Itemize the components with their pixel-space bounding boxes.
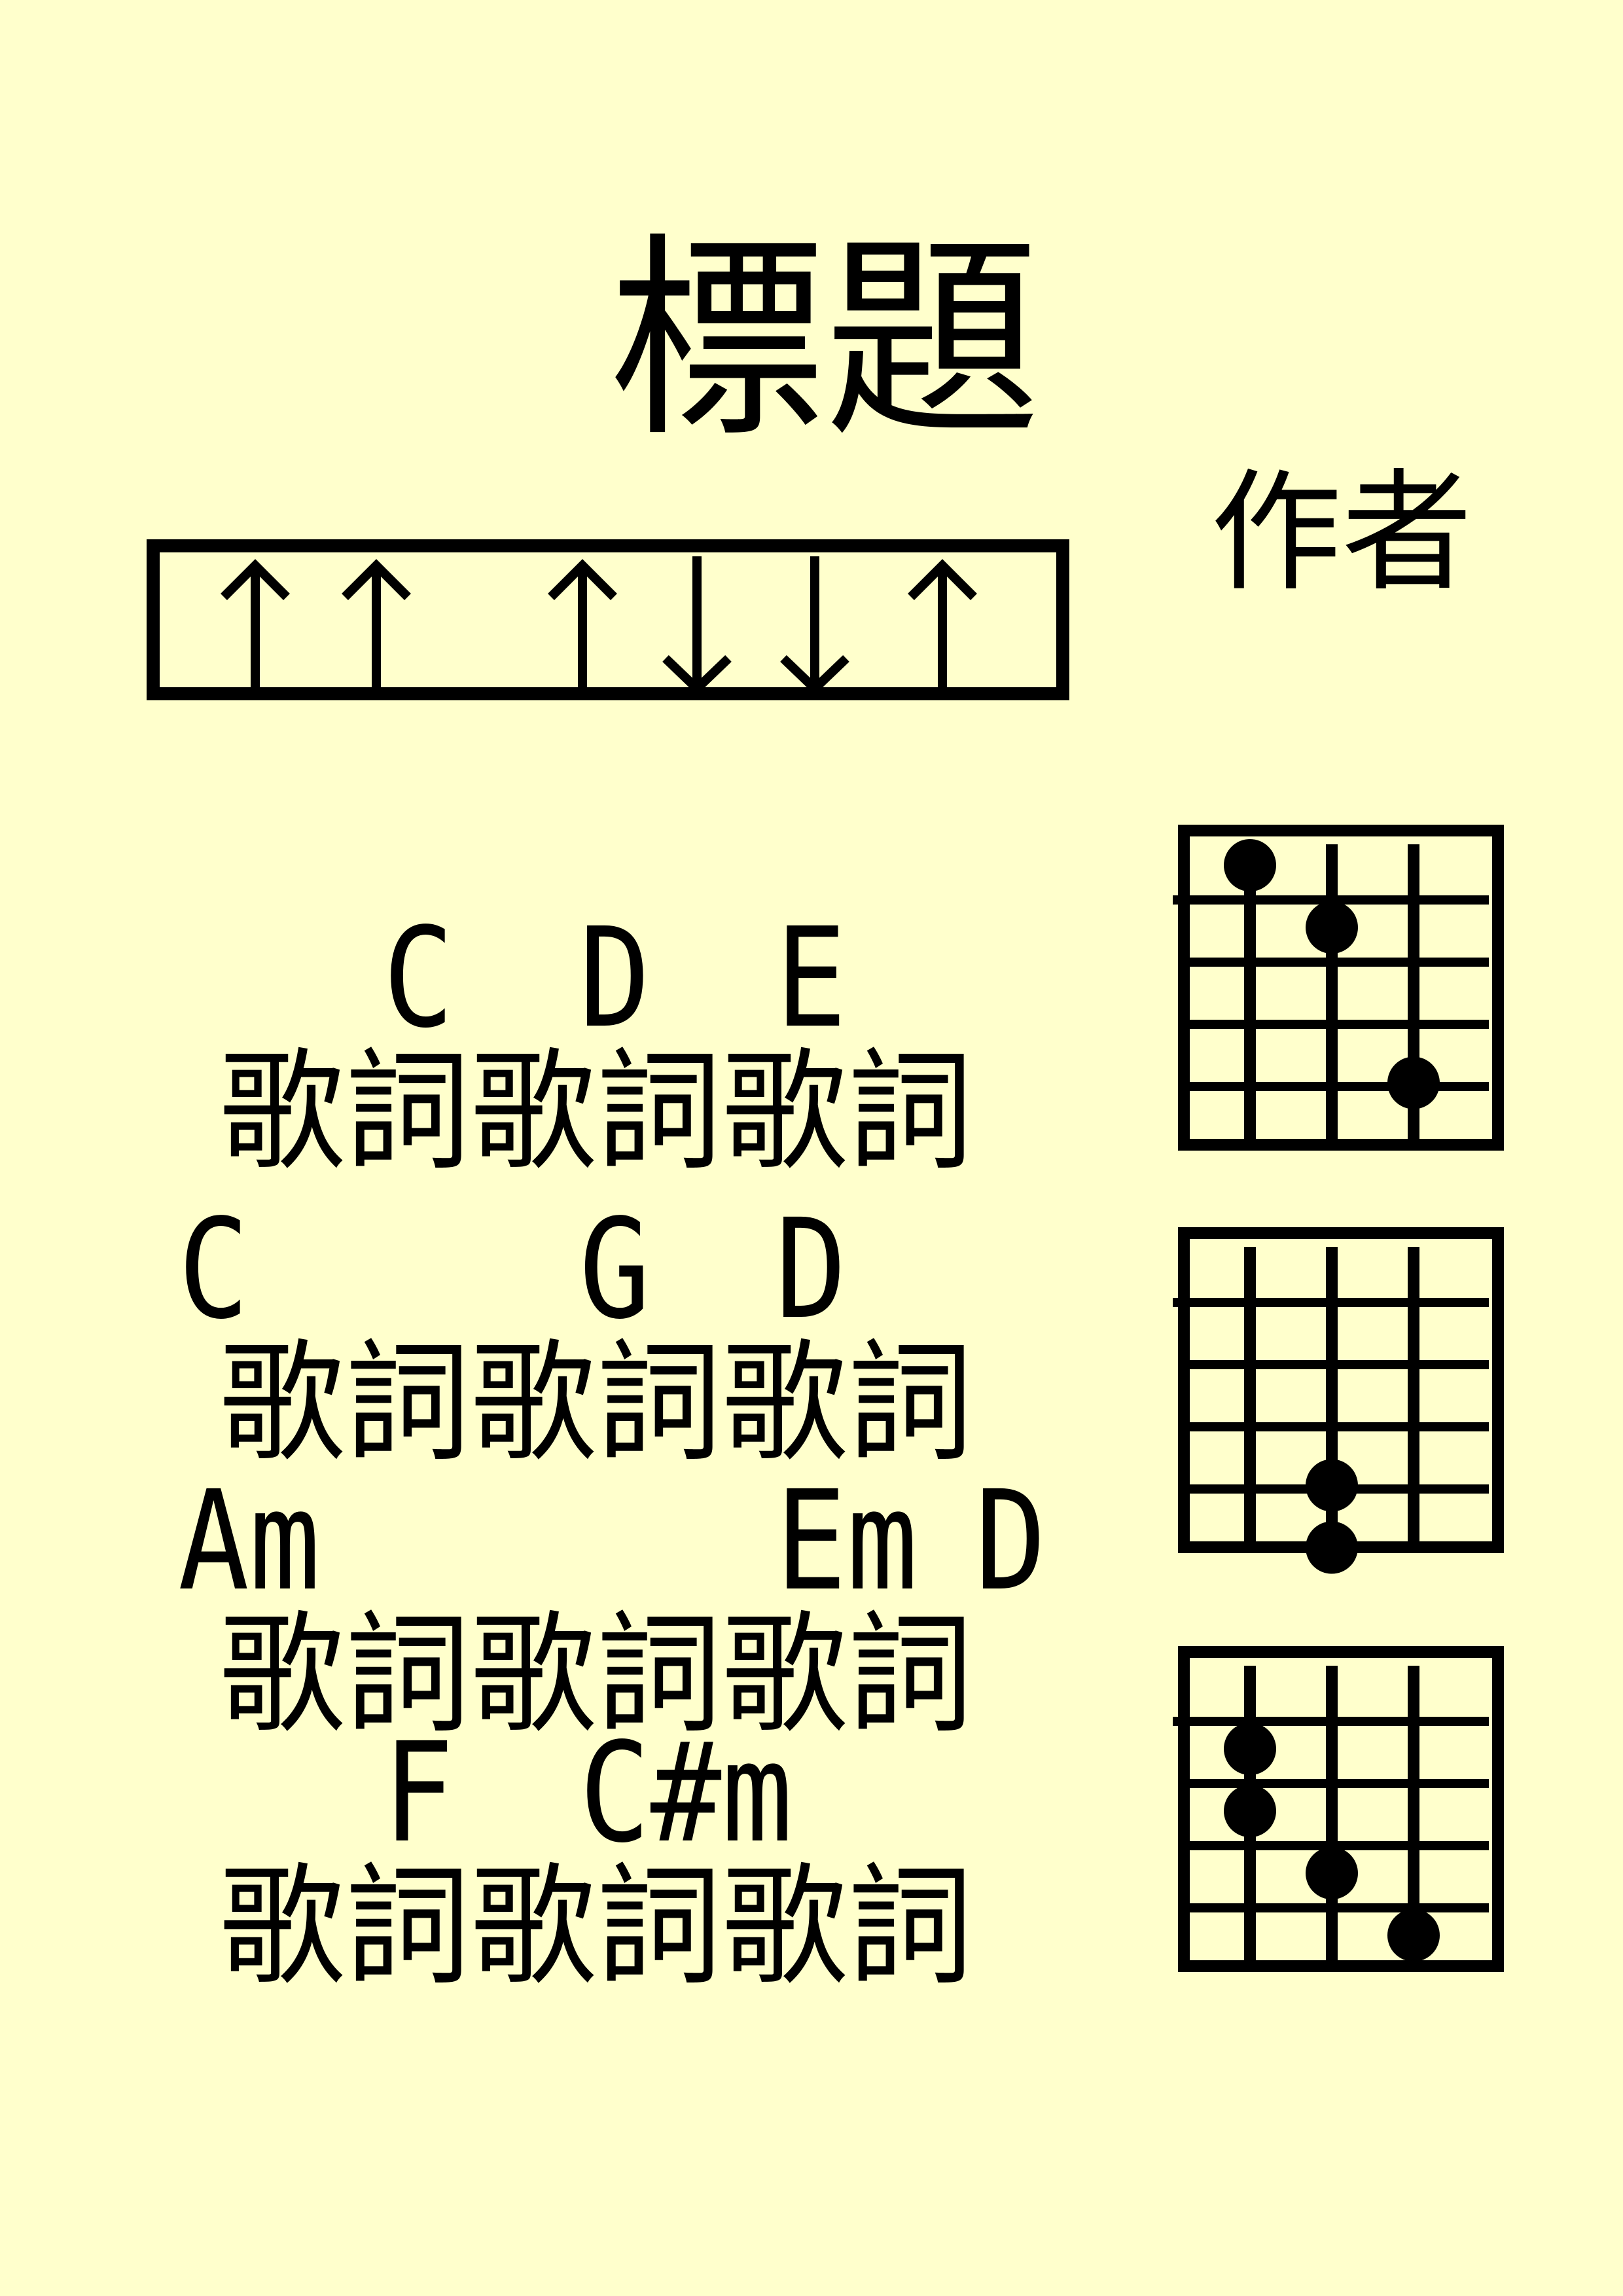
finger-dot xyxy=(1224,1785,1276,1837)
chord-diagram xyxy=(1173,1646,1504,1972)
strum-up-arrow-icon xyxy=(548,559,617,689)
chord-label: G xyxy=(579,1189,651,1350)
finger-dot xyxy=(1387,1909,1440,1962)
chord-label: Em xyxy=(776,1461,918,1621)
strum-up-arrow-icon xyxy=(342,559,411,689)
chord-label: Am xyxy=(178,1461,321,1621)
finger-dot xyxy=(1306,1521,1358,1574)
author-name: 作者 xyxy=(1211,457,1473,609)
chord-diagram xyxy=(1173,825,1504,1151)
strum-down-arrow-icon xyxy=(662,556,732,695)
chord-label: D xyxy=(579,898,651,1058)
finger-dot xyxy=(1306,1847,1358,1899)
strum-down-arrow-icon xyxy=(780,556,849,695)
diagram-frame xyxy=(1178,825,1504,1151)
finger-dot xyxy=(1224,1723,1276,1775)
chord-label: C xyxy=(383,898,454,1058)
strum-pattern-frame xyxy=(147,539,1069,700)
lyric-line: 歌詞歌詞歌詞 xyxy=(219,1036,974,1189)
finger-dot xyxy=(1306,901,1358,954)
finger-dot xyxy=(1306,1459,1358,1512)
lyric-line: 歌詞歌詞歌詞 xyxy=(219,1851,974,2003)
chord-label: F xyxy=(383,1713,454,1873)
chord-label: D xyxy=(776,1189,847,1350)
chord-label: C#m xyxy=(579,1713,793,1873)
chord-diagram xyxy=(1173,1227,1504,1574)
strum-up-arrow-icon xyxy=(908,559,977,689)
chord-label: E xyxy=(776,898,847,1058)
strum-arrows xyxy=(221,556,977,695)
lyric-line: 歌詞歌詞歌詞 xyxy=(219,1599,974,1751)
strum-pattern xyxy=(147,539,1069,700)
finger-dot xyxy=(1224,839,1276,891)
finger-dot xyxy=(1387,1056,1440,1109)
page-title: 標題 xyxy=(609,215,1041,466)
chord-label: D xyxy=(975,1461,1046,1621)
lyric-line: 歌詞歌詞歌詞 xyxy=(219,1327,974,1480)
strum-up-arrow-icon xyxy=(221,559,290,689)
chord-label: C xyxy=(178,1189,249,1350)
diagram-frame xyxy=(1178,1646,1504,1972)
